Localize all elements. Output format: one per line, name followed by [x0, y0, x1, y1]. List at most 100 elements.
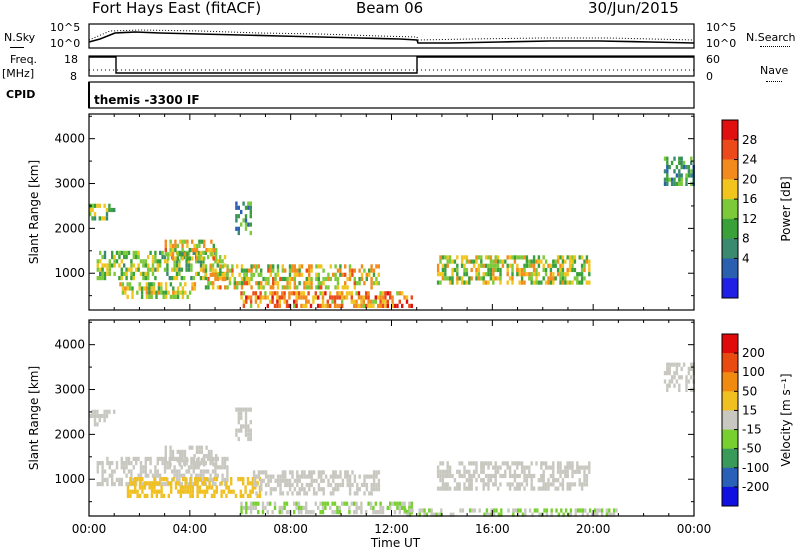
velocity-echo-cell [324, 501, 327, 506]
velocity-echo-cell [549, 482, 553, 487]
velocity-echo-cell [96, 469, 99, 474]
velocity-echo-cell [302, 505, 305, 510]
velocity-echo-cell [463, 465, 466, 470]
velocity-echo-cell [423, 508, 426, 513]
power-echo-cell [525, 259, 529, 264]
power-echo-cell [226, 272, 229, 277]
velocity-echo-cell [305, 510, 308, 515]
velocity-echo-cell [530, 461, 533, 466]
power-echo-cell [236, 281, 239, 286]
power-echo-cell [142, 263, 145, 268]
power-echo-cell [324, 276, 328, 282]
velocity-echo-cell [98, 418, 101, 423]
velocity-echo-cell [180, 482, 183, 487]
velocity-echo-cell [159, 473, 162, 478]
velocity-echo-cell [552, 469, 555, 474]
power-echo-cell [511, 280, 514, 285]
velocity-echo-cell [379, 501, 382, 506]
velocity-echo-cell [547, 482, 550, 487]
velocity-echo-cell [96, 482, 99, 487]
velocity-echo-cell [111, 461, 114, 466]
power-echo-cell [249, 222, 252, 227]
power-echo-cell [583, 263, 586, 268]
power-echo-cell [353, 303, 356, 308]
velocity-echo-cell [523, 465, 526, 470]
power-echo-cell [492, 280, 495, 285]
velocity-echo-cell [334, 482, 337, 488]
velocity-echo-cell [125, 456, 128, 461]
power-echo-cell [381, 295, 385, 300]
power-echo-cell [540, 280, 543, 285]
power-echo-cell [377, 303, 380, 308]
velocity-echo-cell [605, 508, 609, 513]
velocity-echo-cell [408, 501, 411, 506]
velocity-echo-cell [129, 489, 132, 494]
power-echo-cell [216, 276, 220, 282]
velocity-echo-cell [247, 424, 250, 429]
velocity-echo-cell [226, 473, 229, 478]
power-echo-cell [305, 281, 308, 286]
power-echo-cell [284, 276, 287, 282]
power-echo-cell [389, 295, 392, 300]
velocity-echo-cell [279, 478, 282, 483]
velocity-echo-cell [147, 473, 150, 478]
velocity-echo-cell [194, 477, 197, 482]
power-echo-cell [549, 276, 553, 281]
velocity-echo-cell [126, 489, 130, 494]
velocity-echo-cell [189, 481, 192, 486]
velocity-echo-cell [348, 491, 352, 496]
power-echo-cell [489, 267, 493, 273]
power-echo-cell [441, 272, 445, 277]
velocity-echo-cell [123, 465, 126, 470]
power-echo-cell [266, 295, 269, 300]
power-echo-cell [288, 291, 291, 296]
velocity-echo-cell [562, 512, 565, 517]
upper-strips [88, 23, 695, 109]
velocity-echo-cell [338, 510, 341, 515]
power-echo-cell [151, 259, 155, 264]
velocity-echo-cell [375, 487, 378, 492]
colorbar-segment [722, 120, 738, 141]
power-echo-cell [203, 256, 206, 261]
velocity-echo-cell [211, 482, 215, 487]
velocity-echo-cell [482, 469, 485, 474]
power-echo-cell [556, 255, 560, 260]
velocity-echo-cell [360, 482, 364, 488]
velocity-echo-cell [219, 465, 222, 470]
velocity-echo-cell [475, 478, 478, 483]
power-echo-cell [284, 268, 287, 273]
velocity-echo-cell [134, 489, 137, 494]
velocity-echo-cell [295, 505, 298, 510]
power-echo-cell [341, 295, 344, 300]
power-echo-cell [248, 268, 251, 273]
velocity-echo-cell [492, 482, 495, 487]
velocity-echo-cell [521, 512, 525, 517]
velocity-echo-cell [315, 478, 318, 483]
velocity-echo-cell [186, 485, 190, 490]
power-echo-cell [187, 263, 191, 268]
power-echo-cell [537, 263, 541, 268]
power-echo-cell [315, 276, 318, 282]
velocity-echo-cell [153, 481, 156, 486]
nave-tick-top: 60 [706, 53, 720, 66]
power-echo-cell [101, 271, 104, 276]
power-echo-cell [331, 299, 334, 304]
velocity-echo-cell [666, 387, 669, 392]
power-echo-cell [267, 281, 270, 286]
velocity-echo-cell [540, 465, 543, 470]
velocity-echo-cell [103, 413, 106, 419]
velocity-echo-cell [281, 491, 285, 496]
power-echo-cell [559, 263, 562, 268]
power-echo-cell [682, 165, 686, 170]
velocity-echo-cell [226, 477, 229, 482]
velocity-echo-cell [242, 505, 246, 510]
velocity-echo-cell [239, 493, 242, 498]
power-echo-cell [199, 267, 203, 272]
power-echo-cell [171, 252, 175, 257]
velocity-echo-cell [518, 473, 521, 479]
power-echo-cell [492, 272, 495, 277]
velocity-echo-cell [178, 477, 181, 482]
power-echo-cell [552, 280, 555, 285]
power-echo-cell [255, 268, 258, 273]
velocity-echo-cell [178, 473, 181, 478]
